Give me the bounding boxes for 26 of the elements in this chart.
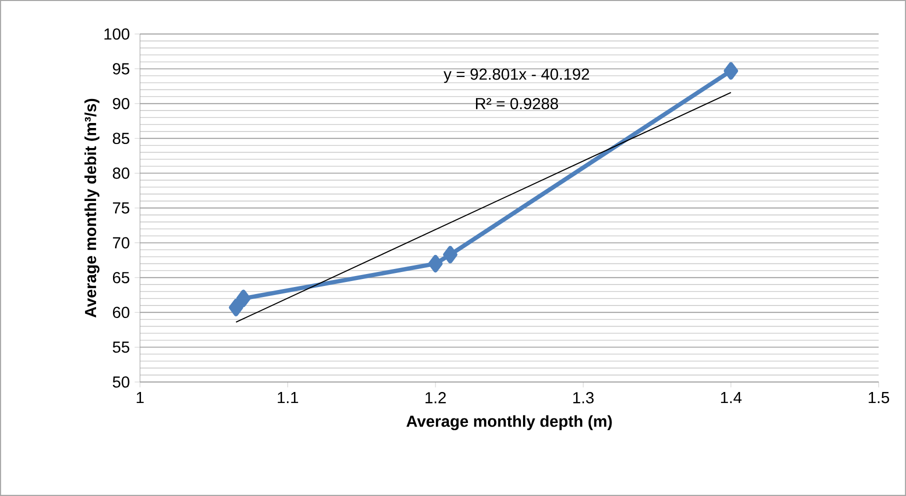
x-tick-label: 1.4	[721, 392, 742, 404]
y-axis-title: Average monthly debit (m³/s)	[84, 98, 100, 318]
x-tick-label: 1	[136, 392, 144, 404]
point	[443, 246, 458, 264]
x-tick-label: 1.3	[573, 392, 594, 404]
point	[428, 254, 443, 272]
y-tick-label: 65	[112, 272, 130, 284]
y-tick-label: 85	[112, 132, 130, 144]
x-tick-label: 1.2	[426, 392, 446, 404]
y-tick-label: 90	[112, 98, 130, 110]
annotation: y = 92.801x - 40.192	[444, 68, 590, 84]
y-tick-label: 50	[112, 376, 130, 388]
x-tick-label: 1.1	[278, 392, 298, 404]
y-tick-label: 95	[112, 63, 130, 74]
y-tick-label: 55	[112, 342, 130, 353]
x-axis-title: Average monthly depth (m)	[406, 415, 612, 430]
y-tick-label: 75	[112, 202, 130, 214]
annotation: R² = 0.9288	[476, 98, 558, 110]
y-tick-label: 60	[112, 306, 130, 318]
y-tick-label: 100	[104, 28, 130, 40]
point	[228, 298, 244, 316]
y-tick-label: 80	[112, 168, 130, 179]
y-tick-label: 70	[112, 237, 130, 248]
point	[236, 290, 251, 308]
x-tick-label: 1.5	[868, 392, 890, 404]
point	[724, 62, 738, 80]
